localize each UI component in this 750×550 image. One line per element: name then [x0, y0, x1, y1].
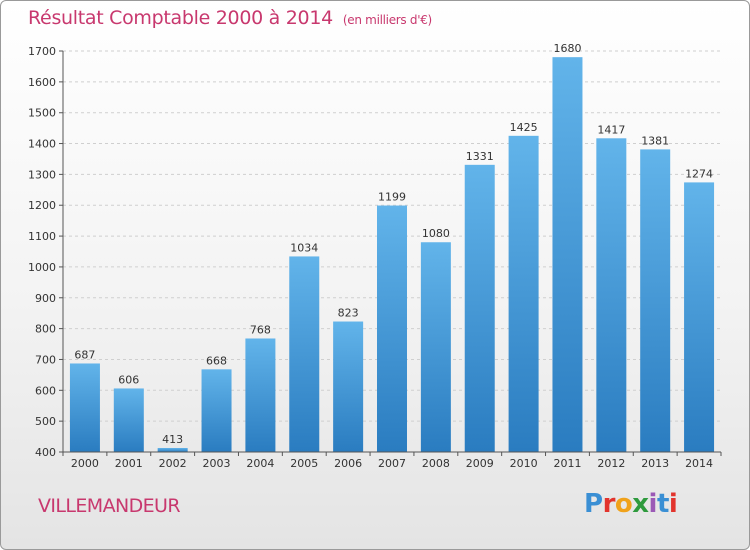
y-tick-label: 900 — [35, 292, 56, 305]
logo-letter: P — [584, 489, 603, 519]
logo-letter: i — [648, 489, 658, 519]
bar — [333, 321, 364, 452]
x-tick-label: 2003 — [203, 457, 231, 470]
bar — [508, 135, 539, 453]
x-tick-label: 2014 — [685, 457, 713, 470]
y-tick-label: 1700 — [28, 45, 56, 58]
bar — [596, 138, 627, 452]
logo-letter: o — [614, 489, 633, 519]
bar-value-label: 687 — [74, 348, 95, 361]
bar — [552, 57, 583, 453]
x-tick-label: 2004 — [246, 457, 274, 470]
bar-value-label: 1274 — [685, 167, 713, 180]
logo-letter: t — [656, 489, 669, 519]
x-tick-label: 2010 — [510, 457, 538, 470]
bar — [69, 363, 100, 452]
x-tick-label: 2013 — [641, 457, 669, 470]
bar-value-label: 1425 — [510, 121, 538, 134]
bar — [377, 205, 407, 452]
x-tick-label: 2007 — [378, 457, 406, 470]
bar-value-label: 768 — [250, 323, 271, 336]
x-tick-label: 2005 — [290, 457, 318, 470]
x-tick-label: 2002 — [159, 457, 187, 470]
y-tick-label: 700 — [35, 353, 56, 366]
logo-letter: x — [632, 489, 649, 519]
x-axis-ticks: 2000 2001 2002 2003 2004 2005 2006 2007 2008 2009… — [62, 452, 722, 470]
x-tick-label: 2001 — [115, 457, 143, 470]
y-tick-label: 1500 — [28, 107, 56, 120]
bar-value-label: 1381 — [641, 134, 669, 147]
x-tick-label: 2008 — [422, 457, 450, 470]
x-tick-label: 2012 — [597, 457, 625, 470]
chart-subtitle: (en milliers d'€) — [342, 13, 432, 27]
proxiti-logo: Proxiti — [584, 489, 678, 519]
y-tick-label: 400 — [35, 446, 56, 459]
bar — [201, 369, 232, 452]
axes — [62, 51, 721, 453]
x-tick-label: 2006 — [334, 457, 362, 470]
y-tick-label: 1600 — [28, 76, 56, 89]
bar-value-label: 1417 — [597, 123, 625, 136]
x-tick-label: 2009 — [466, 457, 494, 470]
bar — [289, 256, 320, 452]
bar — [464, 164, 495, 452]
bars: 687 606 413 668 768 1034 823 1199 1080 1331 1425 16… — [69, 42, 715, 453]
bar-value-label: 606 — [118, 373, 139, 386]
bar — [640, 149, 671, 452]
bar-value-label: 1034 — [290, 241, 318, 254]
y-axis-ticks: 400 500 600 700 800 900 1000 1100 1200 1300 1400 15… — [28, 45, 63, 459]
bar — [420, 242, 451, 452]
bar-value-label: 1080 — [422, 227, 450, 240]
bar-value-label: 823 — [338, 307, 359, 320]
place-name: VILLEMANDEUR — [38, 495, 181, 517]
bar — [157, 447, 188, 452]
bar-value-label: 668 — [206, 354, 227, 367]
bar-value-label: 413 — [162, 433, 183, 446]
y-tick-label: 1100 — [28, 230, 56, 243]
y-tick-label: 1200 — [28, 199, 56, 212]
y-tick-label: 1400 — [28, 138, 56, 151]
y-tick-label: 800 — [35, 323, 56, 336]
y-tick-label: 1300 — [28, 168, 56, 181]
x-tick-label: 2000 — [71, 457, 99, 470]
bar — [684, 182, 715, 453]
y-tick-label: 600 — [35, 384, 56, 397]
chart-title: Résultat Comptable 2000 à 2014 — [28, 7, 333, 29]
bar-value-label: 1199 — [378, 191, 406, 204]
bar — [113, 388, 144, 452]
chart-title-group: Résultat Comptable 2000 à 2014 (en millie… — [28, 7, 432, 29]
y-tick-label: 1000 — [28, 261, 56, 274]
logo-letter: r — [602, 489, 616, 519]
y-tick-label: 500 — [35, 415, 56, 428]
x-tick-label: 2011 — [553, 457, 581, 470]
bar — [245, 338, 276, 452]
bar-value-label: 1680 — [553, 42, 581, 55]
logo-letter: i — [668, 489, 678, 519]
bar-value-label: 1331 — [466, 150, 494, 163]
